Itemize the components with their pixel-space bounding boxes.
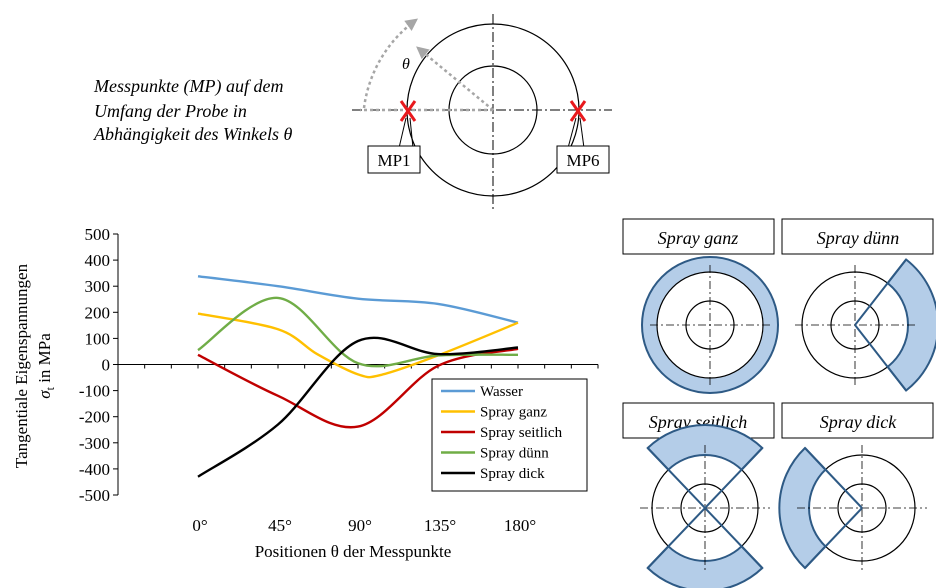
legend: Wasser Spray ganz Spray seitlich Spray dünn… [431, 378, 588, 492]
series-line-spray-seitlich [197, 347, 519, 429]
specimen-diagram: θ MP1 MP6 [352, 14, 612, 210]
spray-ganz-label-box [622, 218, 775, 255]
spray-dick-label-box [781, 402, 934, 439]
y-tick-label: 500 [85, 225, 111, 244]
spray-seitlich-sector-bottom [646, 544, 764, 588]
mp1-marker [399, 100, 417, 122]
y-axis-label-symbol: σ [35, 390, 54, 399]
theta-radius-arrow [416, 46, 494, 111]
x-tick-label: 90° [348, 516, 372, 535]
caption-line-1: Messpunkte (MP) auf dem [93, 76, 283, 97]
mp1-label: MP1 [377, 151, 410, 170]
y-tick-label: 400 [85, 251, 111, 270]
schematic-spray-dick: Spray dick [778, 402, 934, 572]
mp1-label-box [367, 145, 421, 174]
spray-duenn-label-box [781, 218, 934, 255]
theta-label: θ [402, 56, 410, 73]
schematic-spray-duenn: Spray dünn [781, 218, 936, 392]
y-tick-label: -300 [79, 434, 110, 453]
legend-label-spray-duenn: Spray dünn [480, 446, 549, 462]
y-axis-label-subscript: t [43, 386, 57, 390]
y-axis-label-line-1: Tangentiale Eigenspannungen [12, 263, 31, 468]
legend-label-spray-ganz: Spray ganz [480, 405, 547, 421]
legend-label-spray-dick: Spray dick [480, 466, 545, 482]
y-tick-label: -100 [79, 382, 110, 401]
x-tick-label: 135° [424, 516, 456, 535]
mp6-marker [569, 100, 587, 122]
spray-ganz-label: Spray ganz [658, 228, 739, 248]
caption-line-3: Abhängigkeit des Winkels θ [93, 124, 292, 144]
series-line-spray-dick [197, 336, 519, 478]
spray-dick-label: Spray dick [820, 412, 897, 432]
y-axis-label-line-2: σt in MPa [35, 333, 57, 399]
series-line-wasser [197, 275, 519, 324]
mp6-label: MP6 [566, 151, 599, 170]
legend-label-wasser: Wasser [480, 384, 523, 400]
x-tick-label: 180° [504, 516, 536, 535]
y-tick-label: 200 [85, 303, 111, 322]
y-ticks: 500 400 300 200 100 0 -100 -200 -300 -400 -500 [79, 225, 118, 505]
legend-items: Wasser Spray ganz Spray seitlich Spray dünn… [441, 384, 563, 482]
mp6-label-box [556, 145, 610, 174]
y-tick-label: -500 [79, 486, 110, 505]
schematic-spray-seitlich: Spray seitlich [622, 402, 775, 588]
y-tick-label: -200 [79, 408, 110, 427]
y-tick-label: 300 [85, 277, 111, 296]
schematic-spray-ganz: Spray ganz [622, 218, 779, 394]
y-tick-label: -400 [79, 460, 110, 479]
stress-chart: 500 400 300 200 100 0 -100 -200 -300 -400 -500 0° 4… [12, 225, 599, 561]
x-tick-label: 0° [192, 516, 207, 535]
x-axis-label: Positionen θ der Messpunkte [255, 542, 452, 561]
spray-duenn-label: Spray dünn [817, 228, 900, 248]
x-ticks: 0° 45° 90° 135° 180° [117, 364, 599, 535]
y-axis-label-unit: in MPa [35, 333, 54, 387]
y-tick-label: 0 [102, 356, 111, 375]
caption: Messpunkte (MP) auf dem Umfang der Probe… [93, 76, 292, 144]
series-lines [197, 275, 519, 478]
legend-label-spray-seitlich: Spray seitlich [480, 425, 563, 441]
y-tick-label: 100 [85, 329, 111, 348]
x-tick-label: 45° [268, 516, 292, 535]
caption-line-2: Umfang der Probe in [94, 101, 247, 121]
